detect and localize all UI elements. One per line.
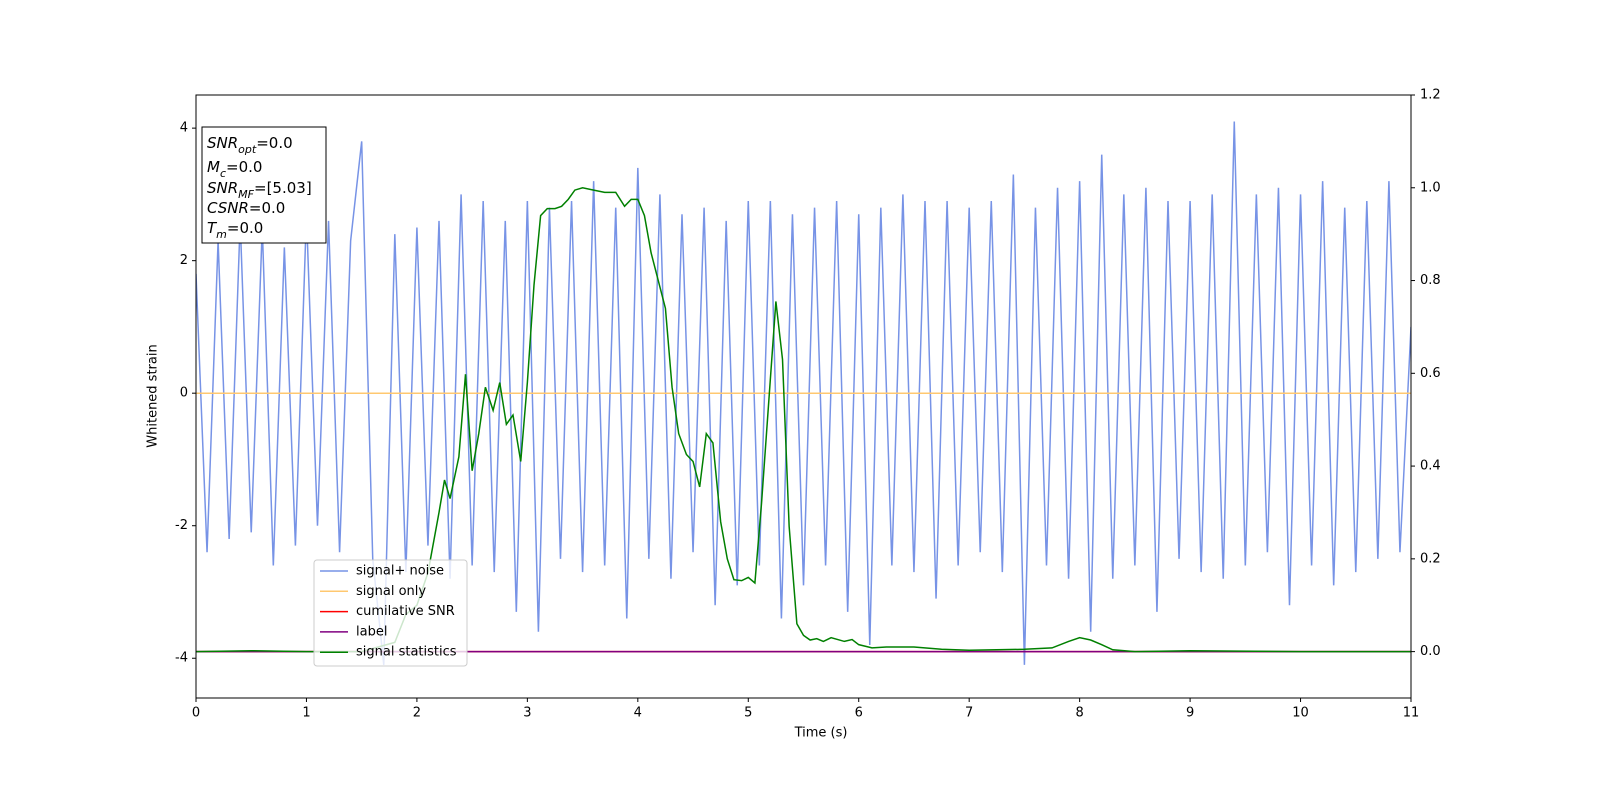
plot-frame bbox=[195, 94, 1412, 699]
annotation-subscript: MF bbox=[238, 188, 254, 201]
annotation-symbol: T bbox=[207, 219, 218, 237]
legend-frame bbox=[313, 559, 468, 667]
y2-tick-label: 1.2 bbox=[1420, 88, 1441, 103]
annotation-value: =0.0 bbox=[256, 134, 292, 152]
annotation-subscript: c bbox=[220, 167, 226, 180]
annotation-value: =0.0 bbox=[227, 219, 263, 237]
annotation-value: =[5.03] bbox=[254, 179, 312, 197]
y2-tick-label: 0.6 bbox=[1420, 366, 1441, 381]
y2-tick-label: 0.4 bbox=[1420, 459, 1441, 474]
series-line bbox=[196, 186, 1411, 653]
legend-label: label bbox=[356, 624, 387, 639]
annotation-line: SNRopt=0.0 bbox=[207, 134, 293, 156]
legend-label: signal statistics bbox=[356, 645, 457, 660]
annotation-subscript: opt bbox=[238, 143, 257, 156]
y-tick-label: 0 bbox=[180, 386, 188, 401]
annotation-line: Mc=0.0 bbox=[207, 158, 262, 180]
y2-tick-label: 0.8 bbox=[1420, 273, 1441, 288]
x-tick-label: 10 bbox=[1292, 706, 1309, 721]
x-tick-label: 6 bbox=[855, 706, 863, 721]
x-tick-label: 3 bbox=[523, 706, 531, 721]
series-line bbox=[196, 121, 1411, 665]
annotation-subscript: m bbox=[216, 228, 227, 241]
y-tick-label: 2 bbox=[180, 253, 188, 268]
y-tick-label: 4 bbox=[180, 121, 188, 136]
x-tick-label: 11 bbox=[1403, 706, 1420, 721]
x-tick-label: 1 bbox=[302, 706, 310, 721]
annotation-symbol: CSNR bbox=[207, 199, 249, 217]
annotation-symbol: M bbox=[207, 158, 220, 176]
x-tick-label: 8 bbox=[1075, 706, 1083, 721]
annotation-value: =0.0 bbox=[249, 199, 285, 217]
legend-label: cumilative SNR bbox=[356, 604, 455, 619]
legend-label: signal+ noise bbox=[356, 564, 444, 579]
x-tick-label: 7 bbox=[965, 706, 973, 721]
y-axis-label: Whitened strain bbox=[146, 344, 161, 447]
x-tick-label: 9 bbox=[1186, 706, 1194, 721]
legend: signal+ noise signal only cumilative SNR la… bbox=[313, 559, 468, 667]
y-tick-label: -2 bbox=[175, 518, 188, 533]
annotation-frame bbox=[201, 126, 327, 244]
y2-tick-label: 0.2 bbox=[1420, 551, 1441, 566]
y-tick-label: -4 bbox=[175, 651, 188, 666]
x-tick-label: 4 bbox=[634, 706, 642, 721]
annotation-line: CSNR=0.0 bbox=[207, 199, 285, 217]
y2-tick-label: 1.0 bbox=[1420, 180, 1441, 195]
x-tick-label: 0 bbox=[192, 706, 200, 721]
annotation-line: SNRMF=[5.03] bbox=[207, 179, 312, 201]
annotation-line: Tm=0.0 bbox=[207, 219, 263, 241]
x-axis-label: Time (s) bbox=[794, 726, 848, 741]
x-tick-label: 2 bbox=[413, 706, 421, 721]
legend-label: signal only bbox=[356, 584, 426, 599]
x-tick-label: 5 bbox=[744, 706, 752, 721]
annotation-symbol: SNR bbox=[207, 179, 238, 197]
y2-tick-label: 0.0 bbox=[1420, 644, 1441, 659]
annotation-symbol: SNR bbox=[207, 134, 238, 152]
annotation-value: =0.0 bbox=[226, 158, 262, 176]
annotation-box: SNRopt=0.0Mc=0.0SNRMF=[5.03]CSNR=0.0Tm=0… bbox=[201, 126, 327, 244]
